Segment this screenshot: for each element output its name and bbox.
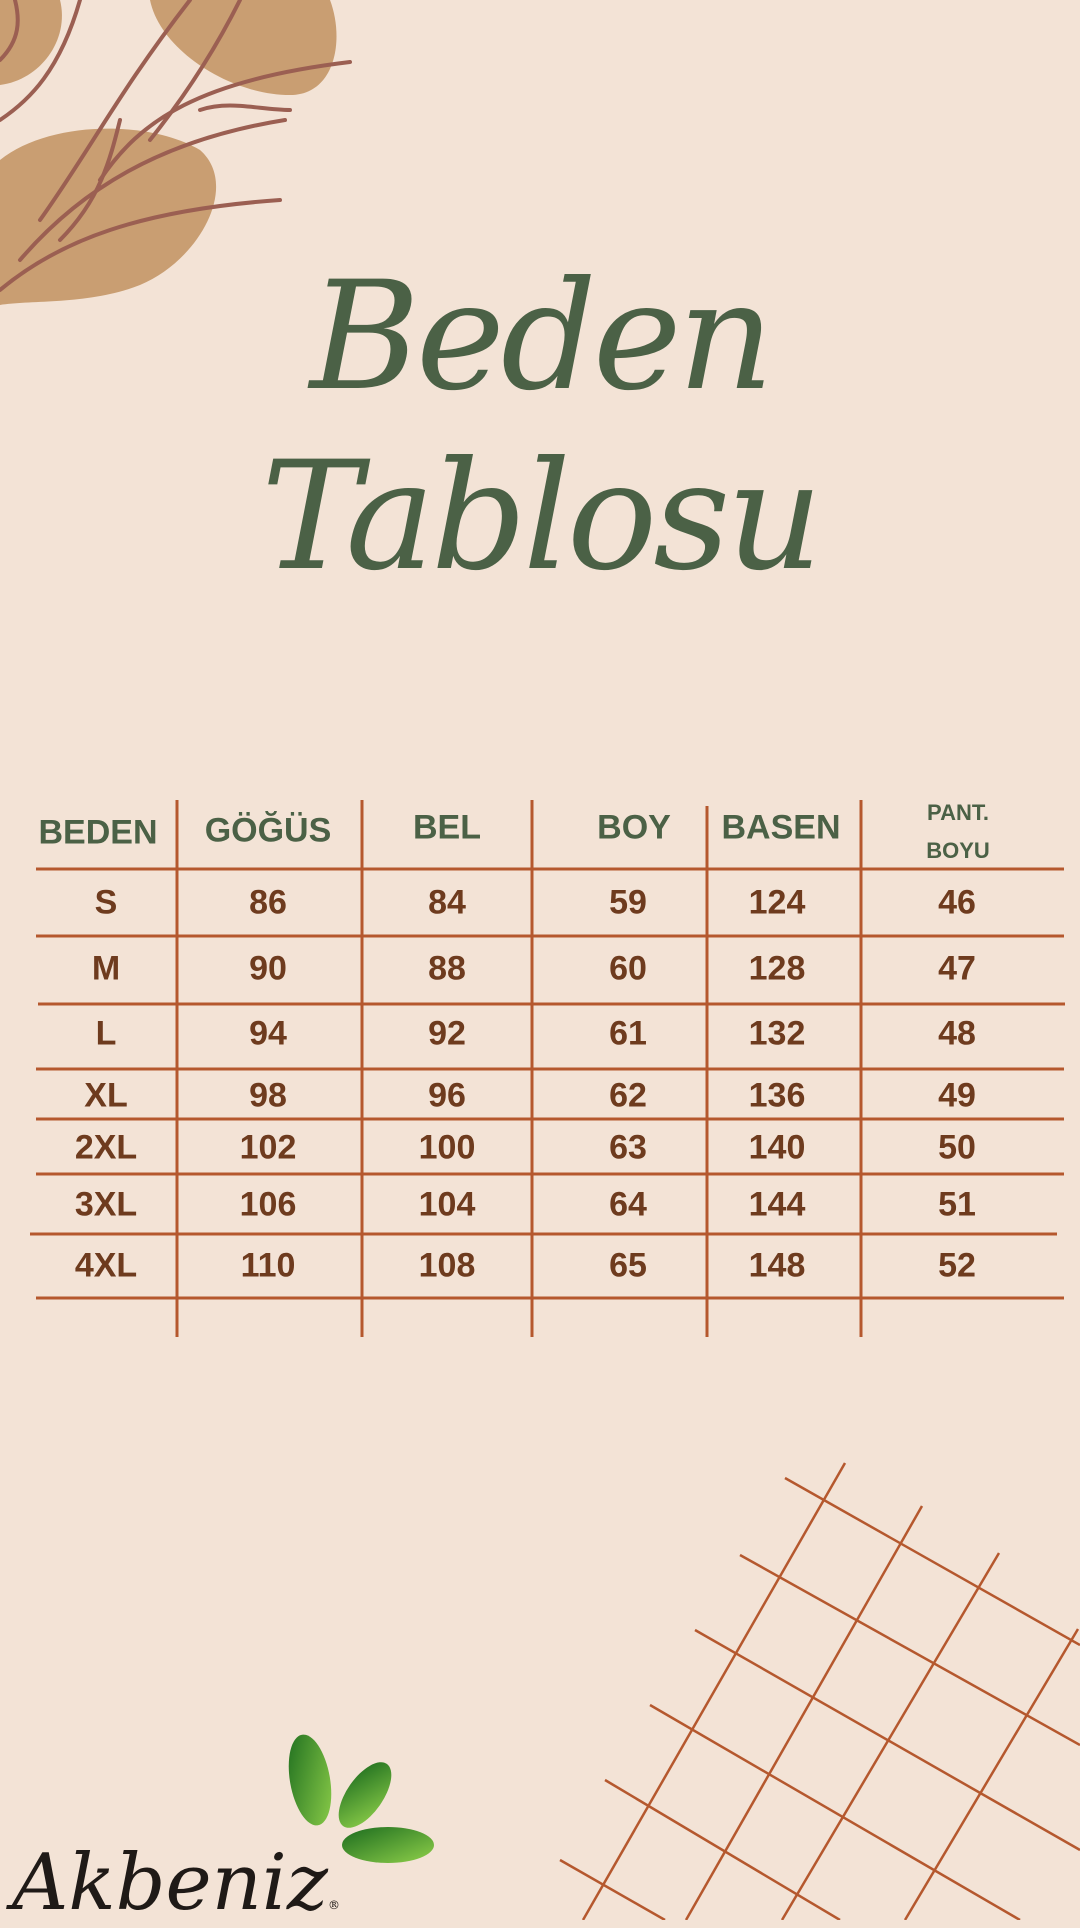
title-line-1: Beden — [309, 250, 774, 424]
measurement-cell: 62 — [609, 1076, 647, 1115]
grid-decoration — [559, 1462, 1080, 1920]
header-beden: BEDEN — [38, 813, 158, 852]
table-grid — [30, 800, 1065, 1337]
leaf-branch-decoration — [0, 0, 352, 305]
logo-leaves-icon — [288, 1734, 434, 1863]
measurement-cell: 49 — [938, 1076, 976, 1115]
measurement-cell: 124 — [748, 883, 806, 922]
measurement-cell: 46 — [938, 883, 976, 922]
measurement-cell: 148 — [748, 1246, 806, 1285]
header-pant-line2: BOYU — [926, 838, 990, 863]
measurement-cell: 52 — [938, 1246, 976, 1285]
measurement-cell: 102 — [239, 1128, 297, 1167]
size-label: 4XL — [74, 1246, 138, 1285]
measurement-cell: 136 — [748, 1076, 806, 1115]
size-label: XL — [84, 1076, 128, 1115]
measurement-cell: 48 — [938, 1014, 976, 1053]
measurement-cell: 65 — [609, 1246, 647, 1285]
logo-text: Akbeniz® — [12, 1838, 340, 1928]
size-label: L — [95, 1014, 117, 1053]
measurement-cell: 144 — [748, 1185, 806, 1224]
measurement-cell: 98 — [249, 1076, 287, 1115]
measurement-cell: 140 — [748, 1128, 806, 1167]
measurement-cell: 132 — [748, 1014, 806, 1053]
measurement-cell: 108 — [418, 1246, 476, 1285]
measurement-cell: 63 — [609, 1128, 647, 1167]
measurement-cell: 50 — [938, 1128, 976, 1167]
header-pant-boyu: PANT. BOYU — [926, 794, 990, 870]
header-bel: BEL — [413, 808, 481, 847]
measurement-cell: 94 — [249, 1014, 287, 1053]
measurement-cell: 106 — [239, 1185, 297, 1224]
size-label: 3XL — [74, 1185, 138, 1224]
measurement-cell: 104 — [418, 1185, 476, 1224]
header-gogus: GÖĞÜS — [204, 811, 332, 850]
size-label: M — [91, 949, 121, 988]
measurement-cell: 47 — [938, 949, 976, 988]
measurement-cell: 100 — [418, 1128, 476, 1167]
measurement-cell: 84 — [428, 883, 466, 922]
size-label: S — [94, 883, 118, 922]
header-boy: BOY — [597, 808, 671, 847]
measurement-cell: 60 — [609, 949, 647, 988]
registered-mark: ® — [327, 1898, 340, 1912]
measurement-cell: 128 — [748, 949, 806, 988]
measurement-cell: 110 — [240, 1246, 296, 1285]
measurement-cell: 96 — [428, 1076, 466, 1115]
measurement-cell: 86 — [249, 883, 287, 922]
measurement-cell: 59 — [609, 883, 647, 922]
measurement-cell: 64 — [609, 1185, 647, 1224]
header-basen: BASEN — [721, 808, 841, 847]
size-label: 2XL — [74, 1128, 138, 1167]
measurement-cell: 92 — [428, 1014, 466, 1053]
title-line-2: Tablosu — [261, 430, 823, 604]
measurement-cell: 61 — [609, 1014, 647, 1053]
header-pant-line1: PANT. — [927, 800, 989, 825]
measurement-cell: 88 — [428, 949, 466, 988]
measurement-cell: 90 — [249, 949, 287, 988]
measurement-cell: 51 — [938, 1185, 976, 1224]
